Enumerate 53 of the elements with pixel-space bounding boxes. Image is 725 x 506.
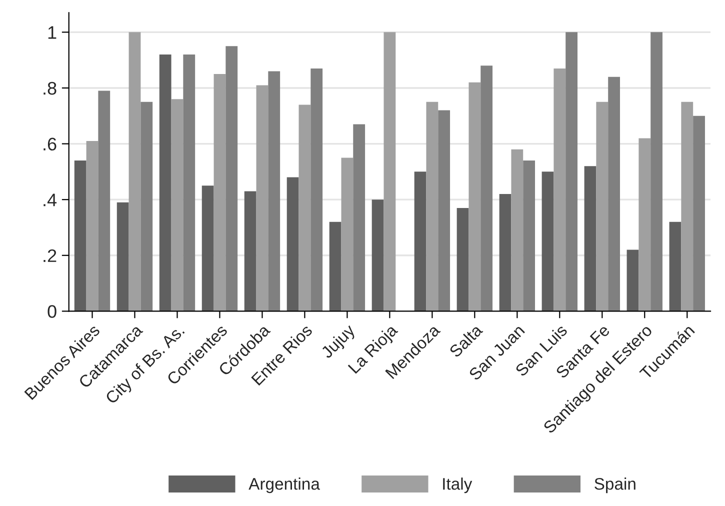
bar [438, 110, 450, 312]
bar [214, 74, 226, 312]
bar [256, 85, 268, 312]
bar [226, 46, 238, 312]
bar [693, 116, 705, 312]
bar [202, 186, 214, 312]
bar [384, 32, 396, 312]
y-tick-label: .8 [44, 82, 56, 95]
bar [480, 66, 493, 312]
bar [329, 222, 342, 312]
bar [542, 172, 554, 312]
y-tick-label: .6 [44, 138, 56, 151]
bar [638, 138, 651, 312]
bar [681, 102, 694, 312]
bar [98, 90, 110, 312]
bar [310, 68, 323, 312]
bar [554, 68, 566, 312]
bar [414, 172, 426, 312]
bar [140, 102, 153, 312]
bar [171, 99, 184, 312]
bar [468, 82, 481, 312]
bar [650, 32, 662, 312]
y-tick-label: .2 [44, 249, 56, 262]
bar [286, 177, 299, 312]
bar [523, 160, 536, 312]
bar [584, 166, 596, 312]
bar [626, 250, 639, 312]
bar [159, 54, 172, 312]
bar [608, 76, 620, 312]
bar [511, 149, 524, 312]
bar [128, 32, 141, 312]
bar [372, 200, 384, 312]
bar [183, 54, 196, 312]
bar [596, 102, 608, 312]
y-tick-label: 0 [48, 305, 56, 318]
bar [499, 194, 512, 312]
bar [341, 158, 354, 312]
bar [298, 104, 311, 312]
bar [74, 160, 86, 312]
bar [353, 124, 366, 312]
bar [426, 102, 438, 312]
y-tick-label: 1 [48, 26, 56, 39]
y-tick-label: .4 [44, 194, 57, 206]
bar [244, 191, 256, 312]
bar [86, 140, 98, 312]
bar [116, 202, 129, 312]
bar [566, 32, 578, 312]
bar [456, 208, 469, 312]
bar [268, 71, 280, 312]
legend-label: Italy [443, 478, 472, 494]
legend-label: Argentina [248, 478, 320, 494]
bar [669, 222, 682, 312]
legend-label: Spain [594, 478, 636, 494]
